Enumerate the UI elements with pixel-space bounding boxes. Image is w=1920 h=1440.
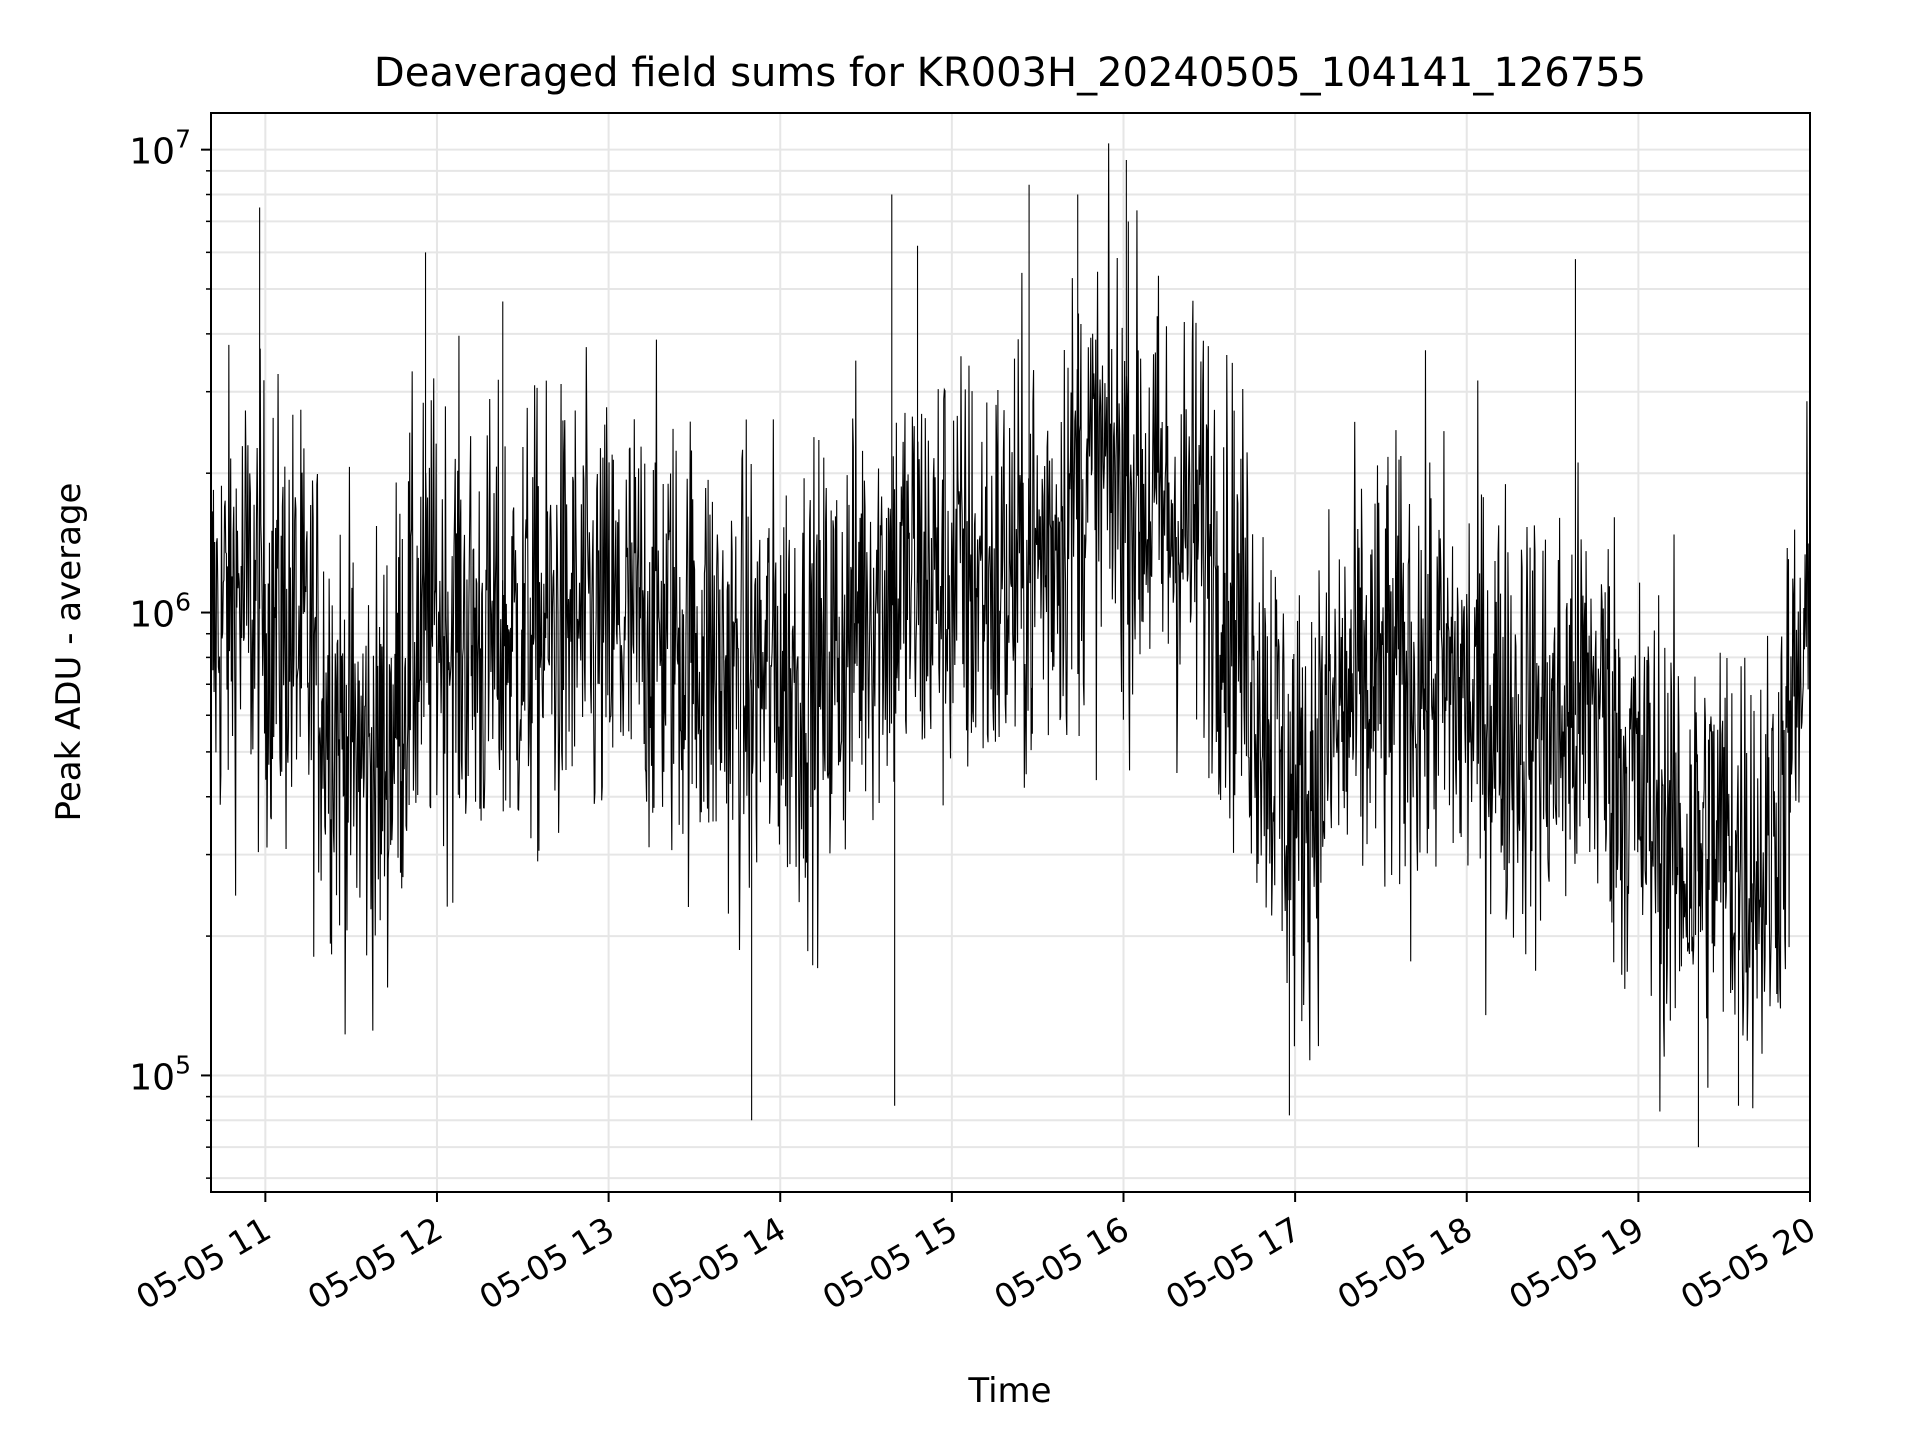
x-tick-label: 05-05 17 <box>1159 1209 1307 1317</box>
y-tick-label: 106 <box>129 588 191 636</box>
x-axis-label: Time <box>967 1371 1051 1411</box>
x-tick-label: 05-05 18 <box>1331 1209 1479 1317</box>
x-axis: 05-05 11 05-05 12 05-05 13 05-05 14 05-05 15… <box>129 1192 1822 1317</box>
x-tick-label: 05-05 16 <box>987 1209 1135 1317</box>
x-tick-label: 05-05 13 <box>473 1209 621 1317</box>
y-tick-label: 107 <box>129 125 191 173</box>
x-tick-label: 05-05 12 <box>301 1209 449 1317</box>
y-axis-label: Peak ADU - average <box>49 483 89 822</box>
y-tick-label: 105 <box>129 1050 191 1098</box>
y-axis: 105 106 107 <box>129 125 211 1179</box>
plot-frame <box>210 112 1811 1193</box>
x-tick-label: 05-05 11 <box>129 1209 277 1317</box>
x-tick-label: 05-05 20 <box>1674 1209 1822 1317</box>
x-tick-label: 05-05 15 <box>816 1209 964 1317</box>
series-spikes <box>259 159 1740 1148</box>
series-layer <box>210 143 1811 1148</box>
x-tick-label: 05-05 19 <box>1502 1209 1650 1317</box>
chart-title: Deaveraged field sums for KR003H_2024050… <box>374 50 1646 96</box>
series-line <box>210 143 1811 1112</box>
x-tick-label: 05-05 14 <box>644 1209 792 1317</box>
